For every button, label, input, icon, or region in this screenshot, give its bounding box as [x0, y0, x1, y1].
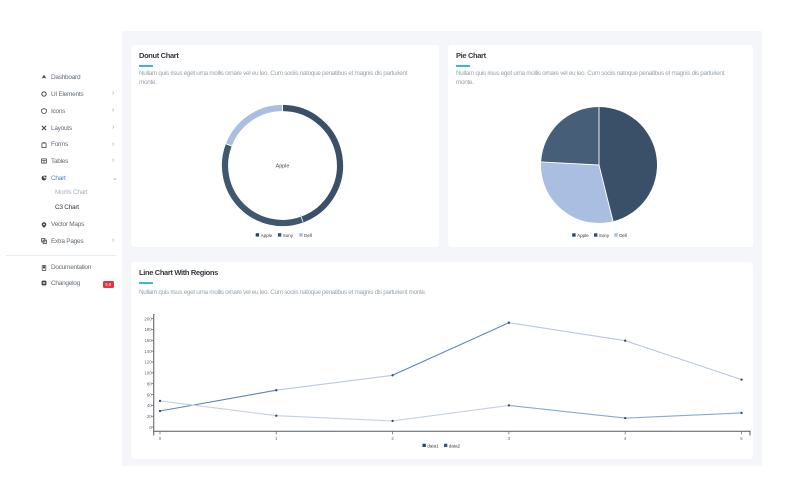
svg-text:3: 3	[508, 436, 511, 441]
svg-text:20: 20	[147, 414, 152, 419]
svg-text:40: 40	[147, 403, 152, 408]
svg-text:100: 100	[144, 371, 152, 376]
svg-text:Dell: Dell	[619, 233, 627, 238]
svg-text:1: 1	[275, 436, 278, 441]
svg-text:Sony: Sony	[599, 233, 610, 238]
svg-text:Dell: Dell	[304, 233, 312, 238]
svg-text:Apple: Apple	[276, 163, 290, 169]
svg-text:60: 60	[147, 392, 152, 397]
svg-text:80: 80	[147, 381, 152, 386]
svg-text:Sony: Sony	[283, 233, 294, 238]
svg-text:200: 200	[144, 316, 152, 321]
svg-text:2: 2	[391, 436, 394, 441]
svg-text:5: 5	[740, 436, 743, 441]
svg-text:data2: data2	[449, 443, 461, 448]
svg-text:data1: data1	[427, 443, 439, 448]
svg-text:0: 0	[149, 425, 152, 430]
svg-text:140: 140	[144, 349, 152, 354]
svg-text:180: 180	[144, 327, 152, 332]
svg-text:Apple: Apple	[261, 233, 273, 238]
svg-text:Apple: Apple	[577, 233, 589, 238]
svg-text:160: 160	[144, 338, 152, 343]
svg-text:120: 120	[144, 360, 152, 365]
svg-text:0: 0	[159, 436, 162, 441]
svg-text:4: 4	[624, 436, 627, 441]
